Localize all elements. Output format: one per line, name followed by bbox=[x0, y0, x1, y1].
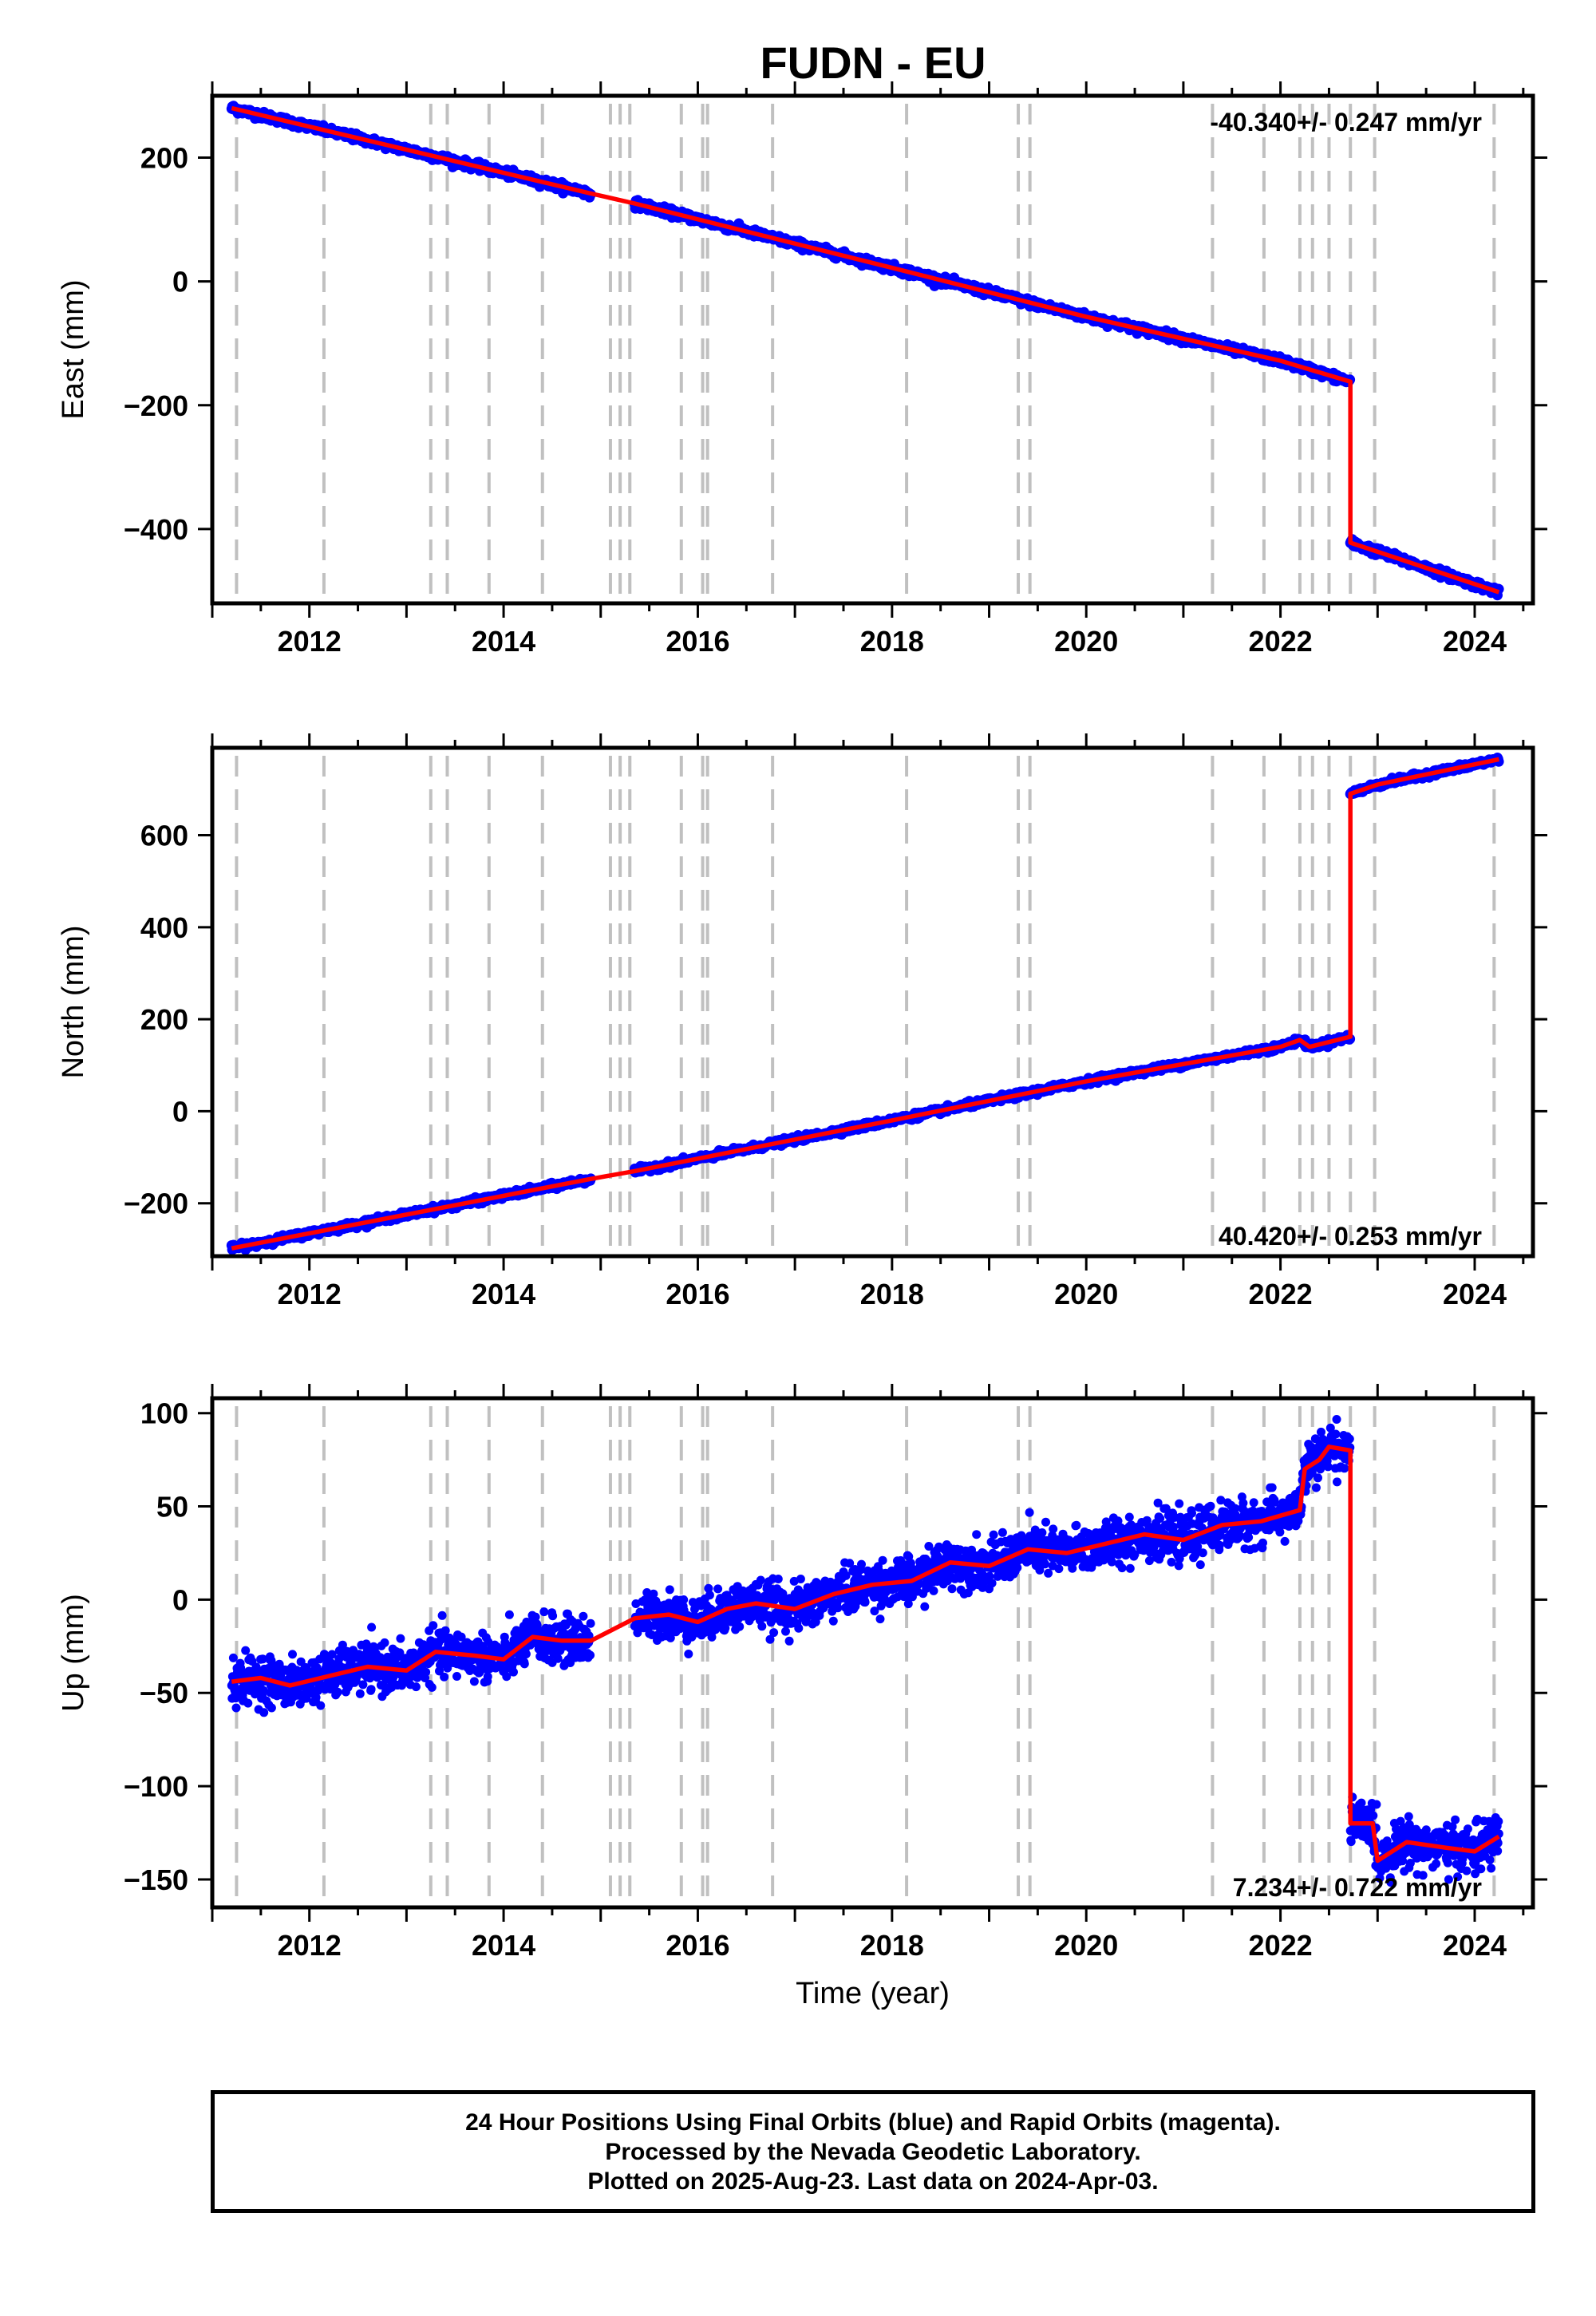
x-tick-label: 2012 bbox=[278, 1278, 342, 1310]
data-point bbox=[483, 1672, 492, 1682]
model-line bbox=[231, 757, 1499, 1251]
data-point bbox=[311, 1693, 321, 1702]
x-tick-label: 2018 bbox=[860, 625, 924, 658]
data-point bbox=[553, 1654, 563, 1663]
data-point bbox=[358, 1680, 368, 1690]
y-tick-label: 0 bbox=[172, 1095, 188, 1128]
data-point bbox=[243, 1698, 253, 1708]
data-point bbox=[521, 1650, 531, 1658]
x-tick-label: 2024 bbox=[1443, 625, 1507, 658]
x-tick-label: 2016 bbox=[666, 1278, 729, 1310]
data-point bbox=[267, 1703, 276, 1713]
data-point bbox=[259, 1686, 268, 1695]
data-point bbox=[429, 1621, 438, 1630]
data-point bbox=[316, 1701, 326, 1710]
data-point bbox=[258, 1654, 267, 1664]
data-point bbox=[456, 1632, 466, 1642]
data-point bbox=[338, 1640, 347, 1650]
event-lines bbox=[235, 104, 1496, 599]
x-tick-label: 2020 bbox=[1054, 1278, 1118, 1310]
x-tick-label: 2018 bbox=[860, 1278, 924, 1310]
y-ticks: −200 0 200 400 600 bbox=[124, 820, 1547, 1220]
data-point bbox=[469, 1677, 479, 1686]
data-point bbox=[539, 1607, 549, 1617]
data-point bbox=[437, 1611, 447, 1620]
data-point bbox=[228, 1653, 238, 1662]
data-point bbox=[509, 1667, 518, 1677]
data-point bbox=[327, 1650, 337, 1659]
x-tick-label: 2024 bbox=[1443, 1278, 1507, 1310]
x-tick-label: 2012 bbox=[278, 625, 342, 658]
data-point bbox=[355, 1689, 365, 1698]
data-point bbox=[504, 1610, 514, 1619]
y-tick-label: 600 bbox=[140, 820, 188, 852]
event-lines bbox=[235, 756, 1496, 1251]
data-point bbox=[579, 1611, 588, 1621]
data-point bbox=[411, 1682, 421, 1692]
y-tick-label: 200 bbox=[140, 1003, 188, 1036]
y-ticks: −400 −200 0 200 bbox=[124, 142, 1547, 546]
x-tick-label: 2016 bbox=[666, 625, 729, 658]
data-point bbox=[421, 1667, 431, 1677]
plot-frame bbox=[210, 745, 1535, 1259]
data-point bbox=[241, 1646, 251, 1655]
rate-label: 40.420+/- 0.253 mm/yr bbox=[1219, 1222, 1482, 1251]
plot-frame bbox=[210, 93, 1535, 606]
data-point bbox=[396, 1634, 405, 1643]
y-axis-label: North (mm) bbox=[57, 925, 90, 1078]
data-point bbox=[440, 1672, 449, 1682]
chart-title: FUDN - EU bbox=[760, 38, 986, 88]
y-tick-label: 400 bbox=[140, 911, 188, 944]
data-point bbox=[395, 1648, 405, 1658]
data-point bbox=[519, 1659, 529, 1669]
x-tick-label: 2020 bbox=[1054, 625, 1118, 658]
data-point bbox=[366, 1685, 376, 1694]
data-point bbox=[380, 1638, 389, 1647]
data-point bbox=[452, 1672, 461, 1681]
panels: 2012 2014 2016 2018 2020 2022 2024 −400 −200 0 200… bbox=[57, 81, 1547, 2010]
y-tick-label: 200 bbox=[140, 142, 188, 175]
data-point bbox=[531, 1612, 540, 1622]
x-tick-label: 2022 bbox=[1249, 625, 1313, 658]
data-point bbox=[259, 1708, 269, 1717]
data-point bbox=[502, 1672, 512, 1682]
data-point bbox=[440, 1626, 450, 1635]
x-tick-label: 2014 bbox=[472, 1278, 535, 1310]
y-tick-label: 0 bbox=[172, 266, 188, 298]
y-tick-label: −400 bbox=[124, 513, 188, 546]
panel-east: 2012 2014 2016 2018 2020 2022 2024 −400 −200 0 200… bbox=[57, 81, 1547, 658]
model-line bbox=[231, 105, 1500, 595]
panel-up: 2012 2014 2016 2018 2020 2022 2024−150−100−500… bbox=[57, 1384, 1547, 2010]
data-point bbox=[288, 1650, 297, 1659]
x-tick-label: 2022 bbox=[1249, 1278, 1313, 1310]
data-point bbox=[231, 1703, 241, 1713]
y-tick-label: −200 bbox=[124, 1188, 188, 1220]
rate-label: -40.340+/- 0.247 mm/yr bbox=[1210, 108, 1482, 136]
data-point bbox=[333, 1687, 342, 1697]
data-point bbox=[427, 1682, 437, 1692]
x-ticks: 2012 2014 2016 2018 2020 2022 2024 bbox=[211, 733, 1525, 1310]
data-point bbox=[367, 1622, 377, 1632]
data-point bbox=[548, 1611, 558, 1621]
y-axis-label: East (mm) bbox=[57, 279, 90, 419]
panel-north: 2012 2014 2016 2018 2020 2022 2024 −200 0 200 400 6… bbox=[57, 733, 1547, 1310]
y-tick-label: −200 bbox=[124, 389, 188, 422]
x-ticks: 2012 2014 2016 2018 2020 2022 2024 bbox=[211, 81, 1525, 658]
x-tick-label: 2014 bbox=[472, 625, 535, 658]
time-series-chart: FUDN - EU 2012 2014 2016 2018 2020 2022 2024 −4… bbox=[57, 38, 1547, 2010]
